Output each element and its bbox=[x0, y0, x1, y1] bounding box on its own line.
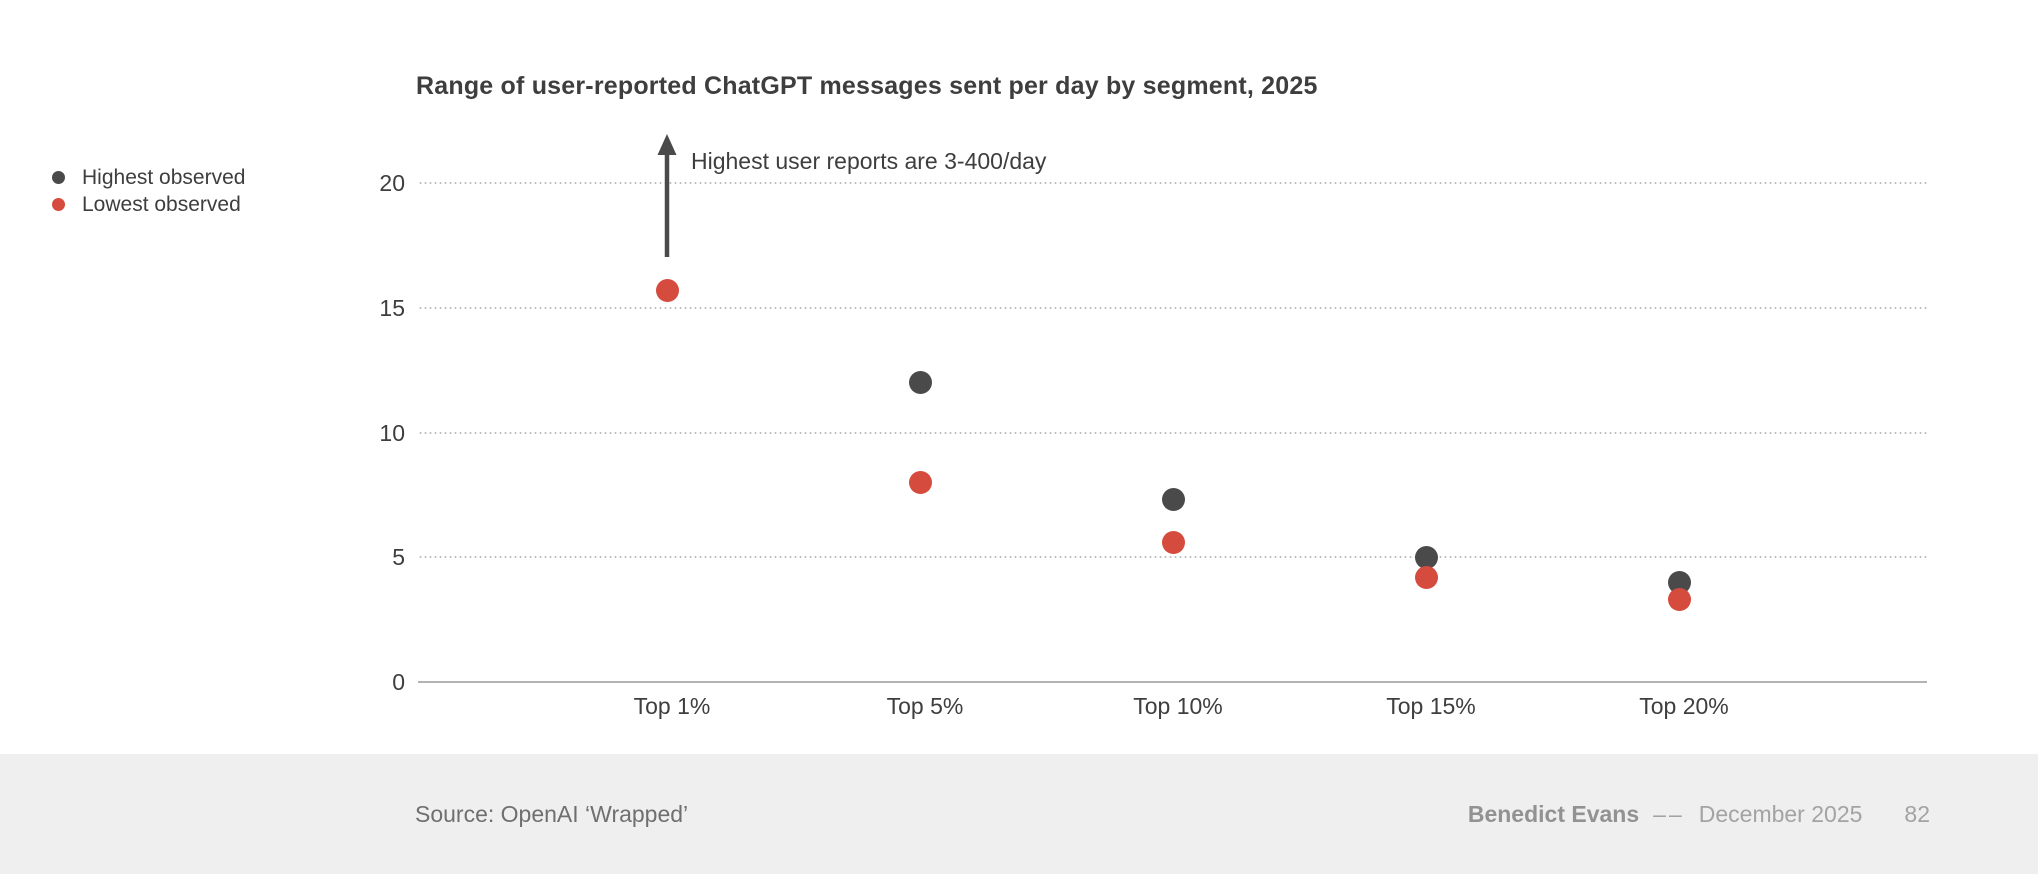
y-tick-label: 0 bbox=[392, 669, 405, 695]
footer-bar: Source: OpenAI ‘Wrapped’ Benedict Evans … bbox=[0, 754, 2038, 874]
x-tick-label: Top 15% bbox=[1386, 693, 1476, 719]
x-tick-label: Top 1% bbox=[633, 693, 711, 719]
annotation-up-arrow-icon bbox=[657, 134, 677, 258]
y-tick-label: 20 bbox=[379, 170, 405, 196]
data-point bbox=[1414, 545, 1438, 569]
data-point bbox=[655, 278, 679, 302]
page-number: 82 bbox=[1904, 800, 1930, 827]
data-point bbox=[908, 470, 932, 494]
gridline bbox=[418, 182, 1927, 184]
x-tick-label: Top 20% bbox=[1639, 693, 1729, 719]
x-axis-line bbox=[418, 681, 1927, 683]
legend-label: Lowest observed bbox=[82, 192, 241, 216]
gridline bbox=[418, 431, 1927, 434]
footer-date: December 2025 bbox=[1698, 800, 1863, 827]
x-tick-label: Top 10% bbox=[1133, 693, 1223, 719]
data-point bbox=[908, 371, 932, 395]
data-point bbox=[1667, 588, 1691, 612]
author-name: Benedict Evans bbox=[1467, 800, 1640, 827]
legend-item: Highest observed bbox=[52, 164, 245, 191]
x-tick-label: Top 5% bbox=[886, 693, 964, 719]
annotation-text: Highest user reports are 3-400/day bbox=[691, 148, 1047, 174]
data-point bbox=[1667, 570, 1691, 594]
y-tick-label: 5 bbox=[392, 544, 405, 571]
y-tick-label: 10 bbox=[379, 419, 405, 446]
gridline bbox=[418, 556, 1927, 559]
chart-plot-area: 0 5 10 15 20 Top 1% Top 5% Top 10% Top 15% Top 20… bbox=[379, 134, 1927, 719]
footer-credit: Benedict Evans –– December 2025 82 bbox=[1468, 801, 1930, 828]
gridline bbox=[418, 306, 1927, 309]
y-tick-label: 15 bbox=[379, 294, 405, 321]
legend-item: Lowest observed bbox=[52, 191, 245, 218]
data-point bbox=[1161, 530, 1185, 554]
data-point bbox=[1414, 565, 1438, 589]
source-text: Source: OpenAI ‘Wrapped’ bbox=[415, 800, 689, 827]
data-point bbox=[1161, 488, 1185, 512]
legend-dot-icon bbox=[52, 171, 65, 184]
dash-separator: –– bbox=[1653, 800, 1685, 827]
legend-dot-icon bbox=[52, 198, 65, 211]
chart-title: Range of user-reported ChatGPT messages … bbox=[416, 72, 1318, 100]
legend: Highest observed Lowest observed bbox=[52, 164, 245, 218]
legend-label: Highest observed bbox=[82, 165, 246, 189]
